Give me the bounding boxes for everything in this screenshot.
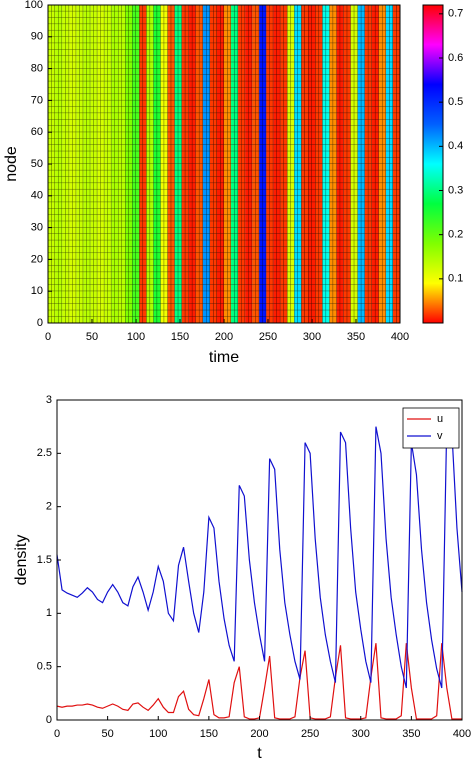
- x-axis-label: time: [209, 349, 239, 366]
- x-tick-label: 200: [250, 728, 268, 740]
- x-tick-label: 100: [127, 331, 145, 343]
- x-tick-label: 400: [391, 331, 409, 343]
- y-axis-label: density: [13, 535, 30, 586]
- plot-area: [57, 400, 462, 720]
- colorbar-tick-label: 0.5: [448, 96, 463, 108]
- x-tick-label: 350: [402, 728, 420, 740]
- y-tick-label: 0: [46, 714, 52, 726]
- y-tick-label: 2: [46, 501, 52, 513]
- y-tick-label: 1: [46, 607, 52, 619]
- colorbar: [422, 4, 444, 324]
- x-tick-label: 100: [149, 728, 167, 740]
- colorbar-tick-label: 0.7: [448, 8, 463, 20]
- y-tick-label: 40: [31, 190, 43, 202]
- x-tick-label: 0: [54, 728, 60, 740]
- y-tick-label: 60: [31, 126, 43, 138]
- y-tick-label: 0.5: [37, 661, 52, 673]
- colorbar-tick-label: 0.1: [448, 273, 463, 285]
- line-series: [56, 421, 463, 689]
- y-tick-label: 70: [31, 94, 43, 106]
- y-axis-label: node: [3, 146, 20, 182]
- colorbar-tick-label: 0.4: [448, 140, 463, 152]
- x-tick-label: 50: [102, 728, 114, 740]
- x-tick-label: 250: [259, 331, 277, 343]
- x-tick-label: 200: [215, 331, 233, 343]
- y-tick-label: 50: [31, 158, 43, 170]
- y-tick-label: 100: [25, 0, 43, 11]
- y-tick-label: 3: [46, 394, 52, 406]
- x-tick-label: 0: [45, 331, 51, 343]
- y-tick-label: 0: [37, 317, 43, 329]
- y-tick-label: 30: [31, 222, 43, 234]
- colorbar-tick-label: 0.2: [448, 229, 463, 241]
- x-tick-label: 150: [171, 331, 189, 343]
- x-tick-label: 300: [303, 331, 321, 343]
- x-axis-label: t: [257, 745, 262, 762]
- x-tick-label: 350: [347, 331, 365, 343]
- y-tick-label: 90: [31, 31, 43, 43]
- y-tick-label: 80: [31, 63, 43, 75]
- y-tick-label: 20: [31, 253, 43, 265]
- y-tick-label: 10: [31, 285, 43, 297]
- colorbar-tick-label: 0.6: [448, 52, 463, 64]
- legend-box: [402, 407, 460, 449]
- y-tick-label: 2.5: [37, 447, 52, 459]
- x-tick-label: 150: [200, 728, 218, 740]
- colorbar-tick-label: 0.3: [448, 184, 463, 196]
- legend-label: u: [437, 413, 443, 425]
- x-tick-label: 250: [301, 728, 319, 740]
- x-tick-label: 300: [352, 728, 370, 740]
- x-tick-label: 400: [453, 728, 471, 740]
- cell-grid: [48, 5, 400, 323]
- legend-label: v: [437, 430, 443, 442]
- y-tick-label: 1.5: [37, 554, 52, 566]
- x-tick-label: 50: [86, 331, 98, 343]
